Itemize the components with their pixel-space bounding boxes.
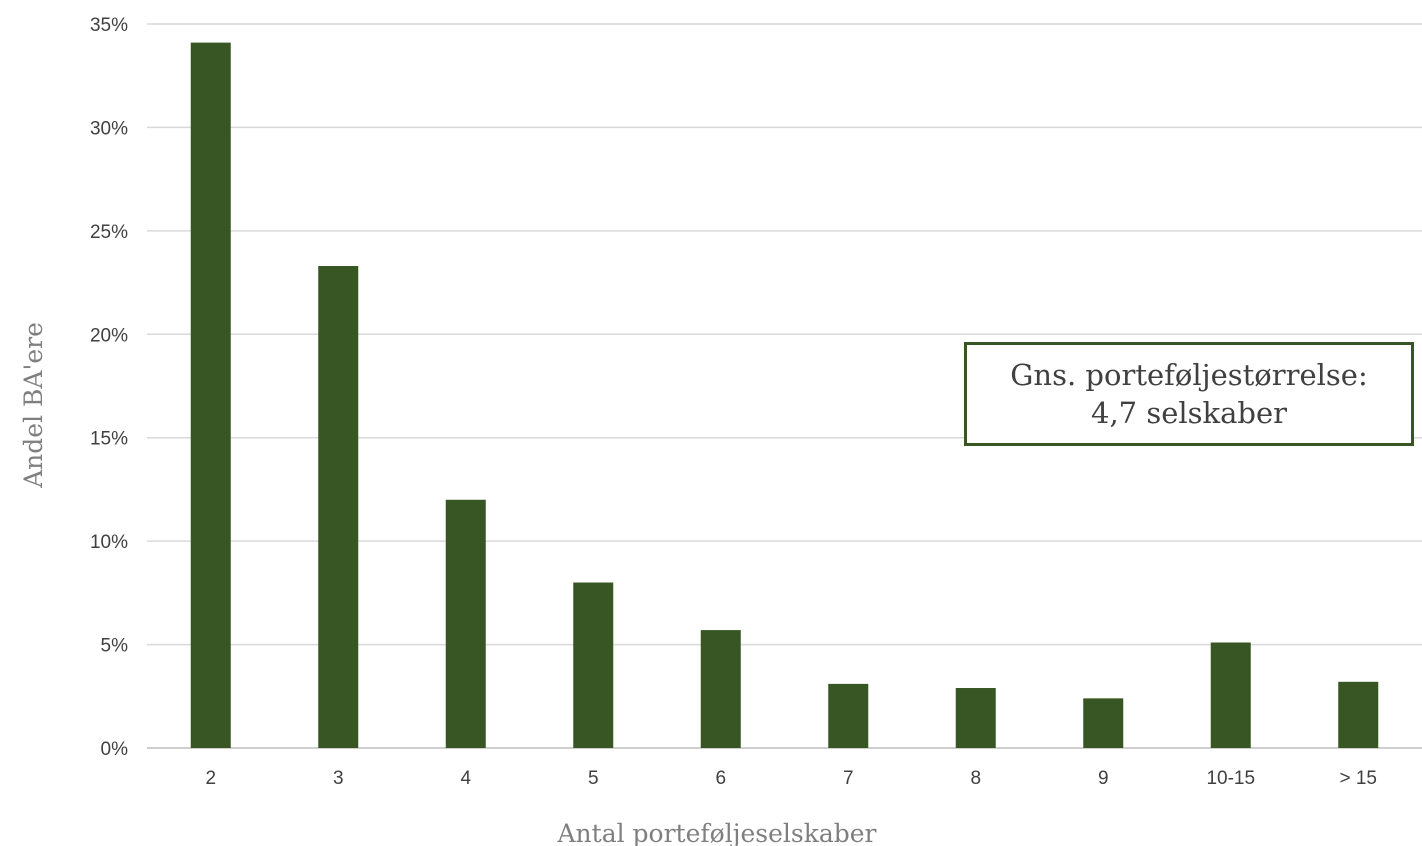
bar — [1210, 642, 1251, 748]
bar — [955, 688, 996, 748]
x-axis-title: Antal porteføljeselskaber — [557, 819, 877, 846]
y-tick-label: 15% — [90, 429, 128, 450]
x-tick-label: 4 — [460, 768, 471, 789]
y-tick-label: 35% — [90, 15, 128, 36]
annotation-line-1: Gns. porteføljestørrelse: — [1010, 358, 1368, 392]
x-tick-label: 7 — [843, 768, 854, 789]
x-tick-label: 6 — [715, 768, 726, 789]
y-tick-label: 25% — [90, 222, 128, 243]
x-tick-labels: 2 3 4 5 6 7 8 9 10-15 > 15 — [205, 768, 1377, 789]
x-tick-label: 10-15 — [1206, 768, 1255, 789]
bar — [190, 42, 231, 749]
x-tick-label: 9 — [1098, 768, 1109, 789]
bar — [573, 582, 614, 748]
x-tick-label: 3 — [333, 768, 344, 789]
bar — [318, 266, 359, 748]
bar — [700, 630, 741, 748]
bar — [1083, 698, 1124, 748]
x-tick-label: 5 — [588, 768, 599, 789]
y-axis-title: Andel BA'ere — [19, 322, 48, 489]
y-tick-label: 10% — [90, 532, 128, 553]
y-tick-label: 0% — [101, 739, 129, 760]
y-tick-labels: 0% 5% 10% 15% 20% 25% 30% 35% — [90, 15, 128, 760]
y-tick-label: 30% — [90, 118, 128, 139]
x-tick-label: > 15 — [1339, 768, 1377, 789]
y-tick-label: 5% — [101, 636, 129, 657]
bar — [828, 683, 869, 748]
bars — [190, 42, 1379, 749]
x-tick-label: 2 — [205, 768, 216, 789]
y-tick-label: 20% — [90, 325, 128, 346]
bar — [445, 499, 486, 748]
bar — [1338, 681, 1379, 748]
gridlines — [147, 23, 1422, 749]
annotation-line-2: 4,7 selskaber — [1091, 396, 1287, 430]
average-annotation-box: Gns. porteføljestørrelse: 4,7 selskaber — [964, 342, 1414, 446]
x-tick-label: 8 — [970, 768, 981, 789]
